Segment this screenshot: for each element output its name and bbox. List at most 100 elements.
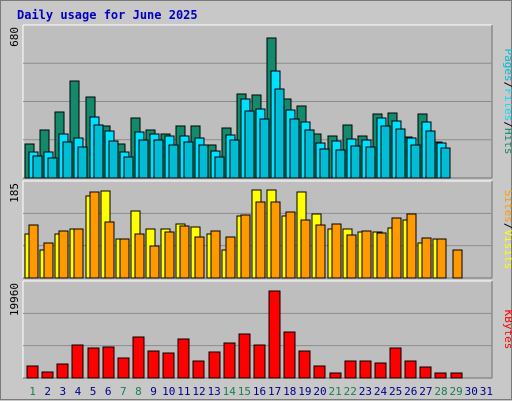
bar-kbytes-day-27 <box>419 366 432 379</box>
day-label-1: 1 <box>29 385 36 398</box>
bar-sites-day-29 <box>452 249 463 279</box>
bar-kbytes-day-24 <box>374 362 387 379</box>
bar-kbytes-day-8 <box>132 336 145 379</box>
legend-hits: Hits <box>502 128 512 155</box>
bar-pages-day-7 <box>123 156 134 179</box>
bar-pages-day-22 <box>350 145 361 179</box>
day-label-12: 12 <box>192 385 205 398</box>
bar-kbytes-day-13 <box>208 351 221 379</box>
day-label-28: 28 <box>434 385 447 398</box>
bar-kbytes-day-29 <box>450 372 463 379</box>
bar-kbytes-day-22 <box>344 360 357 379</box>
bar-pages-day-15 <box>244 110 255 179</box>
day-label-26: 26 <box>404 385 417 398</box>
bar-sites-day-21 <box>331 223 342 279</box>
bar-sites-day-26 <box>406 213 417 279</box>
bar-sites-day-14 <box>225 236 236 279</box>
bar-sites-day-7 <box>119 238 130 279</box>
bar-kbytes-day-26 <box>404 360 417 379</box>
legend-separator: / <box>502 82 512 89</box>
bar-sites-day-13 <box>210 230 221 279</box>
legend-visits: Visits <box>502 230 512 270</box>
bar-kbytes-day-25 <box>389 347 402 379</box>
bar-pages-day-5 <box>93 124 104 179</box>
bar-pages-day-4 <box>77 146 88 179</box>
bar-pages-day-14 <box>229 139 240 179</box>
day-label-16: 16 <box>253 385 266 398</box>
bar-pages-day-11 <box>183 141 194 179</box>
bar-sites-day-11 <box>179 225 190 279</box>
y-max-label-1: 680 <box>8 27 21 47</box>
bar-sites-day-17 <box>270 201 281 279</box>
bar-pages-day-27 <box>425 130 436 179</box>
bar-pages-day-21 <box>335 149 346 179</box>
day-label-24: 24 <box>374 385 388 398</box>
bar-kbytes-day-28 <box>434 372 447 379</box>
bar-kbytes-day-1 <box>26 365 39 379</box>
bar-sites-day-19 <box>300 219 311 279</box>
legend-3: KBytes <box>502 310 512 350</box>
bar-pages-day-3 <box>62 141 73 179</box>
day-label-21: 21 <box>329 385 342 398</box>
bar-kbytes-day-11 <box>177 338 190 379</box>
bar-sites-day-16 <box>255 201 266 279</box>
bar-kbytes-day-16 <box>253 344 266 379</box>
bar-sites-day-22 <box>346 234 357 279</box>
day-label-10: 10 <box>162 385 175 398</box>
day-label-30: 30 <box>465 385 478 398</box>
day-label-15: 15 <box>238 385 251 398</box>
bar-kbytes-day-2 <box>41 371 54 379</box>
bar-pages-day-20 <box>319 148 330 179</box>
bar-sites-day-1 <box>28 224 39 279</box>
day-label-19: 19 <box>298 385 311 398</box>
day-label-9: 9 <box>150 385 157 398</box>
bar-sites-day-6 <box>104 221 115 279</box>
bar-pages-day-25 <box>395 128 406 179</box>
bar-kbytes-day-10 <box>162 352 175 379</box>
bar-sites-day-2 <box>43 242 54 279</box>
bar-pages-day-13 <box>214 156 225 179</box>
bar-sites-day-5 <box>89 191 100 279</box>
bar-sites-day-28 <box>436 238 447 279</box>
legend-separator: / <box>502 223 512 230</box>
bar-kbytes-day-17 <box>268 290 281 379</box>
day-label-25: 25 <box>389 385 402 398</box>
day-label-13: 13 <box>207 385 220 398</box>
day-label-18: 18 <box>283 385 296 398</box>
bar-sites-day-4 <box>73 228 84 279</box>
bar-pages-day-2 <box>47 157 58 179</box>
bar-kbytes-day-14 <box>223 342 236 379</box>
day-label-7: 7 <box>120 385 127 398</box>
legend-kbytes: KBytes <box>502 310 512 350</box>
chart-title: Daily usage for June 2025 <box>17 8 198 22</box>
bar-pages-day-12 <box>198 144 209 179</box>
day-label-6: 6 <box>105 385 112 398</box>
bar-pages-day-19 <box>304 129 315 179</box>
bar-kbytes-day-23 <box>359 360 372 379</box>
bar-pages-day-6 <box>108 140 119 179</box>
day-label-20: 20 <box>313 385 326 398</box>
legend-2: Sites/Visits <box>502 190 512 270</box>
day-label-11: 11 <box>177 385 190 398</box>
bar-kbytes-day-4 <box>71 344 84 379</box>
day-label-4: 4 <box>75 385 82 398</box>
bar-sites-day-3 <box>58 230 69 279</box>
legend-1: Pages/Files/Hits <box>502 49 512 155</box>
y-max-label-2: 185 <box>8 183 21 203</box>
day-label-23: 23 <box>359 385 372 398</box>
bar-kbytes-day-9 <box>147 350 160 379</box>
bar-kbytes-day-21 <box>329 372 342 379</box>
day-label-2: 2 <box>44 385 51 398</box>
day-label-29: 29 <box>450 385 463 398</box>
day-label-8: 8 <box>135 385 142 398</box>
bar-sites-day-9 <box>149 245 160 279</box>
legend-files: Files <box>502 88 512 121</box>
day-label-31: 31 <box>480 385 493 398</box>
legend-separator: / <box>502 121 512 128</box>
bar-pages-day-10 <box>168 144 179 179</box>
bar-pages-day-24 <box>380 125 391 179</box>
bar-kbytes-day-15 <box>238 333 251 379</box>
bar-kbytes-day-18 <box>283 331 296 379</box>
